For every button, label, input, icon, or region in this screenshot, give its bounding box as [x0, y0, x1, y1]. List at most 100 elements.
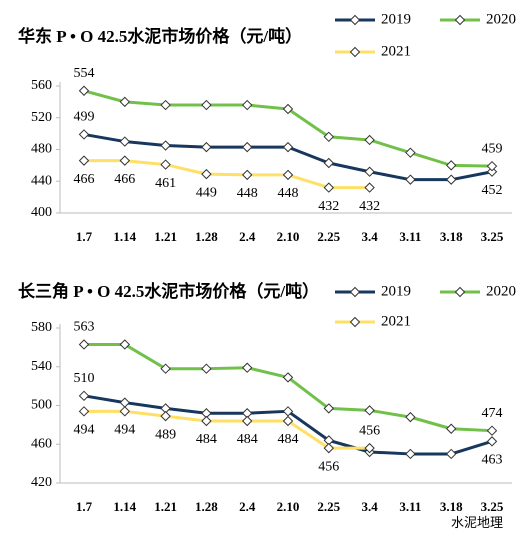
point-marker: [78, 85, 90, 96]
point-marker: [160, 410, 171, 422]
data-label: 484: [278, 432, 299, 447]
data-label: 466: [114, 172, 135, 187]
point-marker: [405, 147, 416, 158]
point-marker: [405, 448, 416, 460]
x-tick-label: 2.25: [317, 229, 340, 244]
legend-marker: [349, 316, 361, 328]
data-label: 452: [482, 183, 503, 198]
data-label: 448: [237, 186, 258, 201]
point-marker: [78, 155, 90, 166]
y-tick-label: 420: [31, 475, 52, 490]
series-line: [84, 159, 370, 190]
point-marker: [364, 134, 375, 146]
point-marker: [282, 103, 294, 115]
point-marker: [486, 425, 498, 436]
legend-marker: [454, 14, 466, 26]
legend-label: 2021: [381, 313, 411, 329]
x-tick-label: 2.10: [277, 499, 300, 514]
y-tick-label: 460: [31, 436, 52, 451]
data-label: 448: [278, 186, 299, 201]
point-marker: [201, 415, 212, 427]
y-tick-label: 500: [31, 398, 52, 413]
point-marker: [323, 157, 335, 169]
point-marker: [445, 174, 457, 185]
point-marker: [119, 406, 131, 417]
point-marker: [201, 141, 212, 153]
x-tick-label: 1.28: [195, 229, 218, 244]
point-marker: [119, 155, 131, 166]
x-tick-label: 2.4: [239, 499, 256, 514]
watermark: 水泥地理: [451, 515, 503, 530]
y-tick-label: 540: [31, 359, 52, 374]
legend-label: 2019: [381, 11, 411, 27]
x-tick-label: 2.4: [239, 229, 256, 244]
point-marker: [323, 131, 335, 143]
point-marker: [486, 166, 498, 177]
x-tick-label: 2.25: [317, 499, 340, 514]
data-label: 554: [74, 66, 95, 81]
point-marker: [282, 169, 294, 181]
legend-label: 2020: [486, 11, 516, 27]
point-marker: [282, 415, 294, 427]
x-tick-label: 3.25: [481, 229, 504, 244]
point-marker: [486, 436, 498, 447]
point-marker: [241, 141, 253, 153]
point-marker: [323, 442, 335, 454]
data-label: 499: [74, 110, 95, 125]
x-tick-label: 1.14: [113, 229, 136, 244]
point-marker: [119, 96, 131, 108]
data-label: 474: [482, 406, 503, 421]
data-label: 449: [196, 185, 217, 200]
legend-label: 2021: [381, 43, 411, 59]
y-tick-label: 560: [31, 78, 52, 93]
point-marker: [445, 160, 457, 171]
data-label: 461: [155, 176, 176, 191]
point-marker: [241, 362, 253, 373]
point-marker: [445, 423, 457, 434]
data-label: 563: [74, 320, 95, 335]
point-marker: [119, 136, 131, 147]
legend-marker: [349, 14, 361, 26]
point-marker: [282, 372, 294, 383]
point-marker: [201, 363, 212, 374]
point-marker: [78, 129, 90, 140]
series-line: [84, 409, 370, 450]
legend-label: 2020: [486, 283, 516, 299]
point-marker: [241, 99, 253, 111]
point-marker: [364, 442, 375, 454]
data-label: 463: [482, 453, 503, 468]
y-tick-label: 440: [31, 173, 52, 188]
point-marker: [119, 339, 131, 350]
point-marker: [405, 174, 416, 185]
data-label: 456: [318, 459, 339, 474]
x-tick-label: 3.18: [440, 229, 463, 244]
data-label: 484: [196, 432, 217, 447]
point-marker: [78, 406, 90, 417]
data-label: 432: [318, 199, 339, 214]
y-tick-label: 400: [31, 205, 52, 220]
point-marker: [364, 182, 375, 193]
point-marker: [160, 363, 171, 374]
data-label: 432: [359, 199, 380, 214]
data-label: 494: [114, 423, 135, 438]
legend-label: 2019: [381, 283, 411, 299]
x-tick-label: 1.28: [195, 499, 218, 514]
point-marker: [364, 405, 375, 416]
point-marker: [282, 141, 294, 153]
data-label: 494: [74, 423, 95, 438]
point-marker: [201, 99, 212, 111]
x-tick-label: 1.21: [154, 229, 177, 244]
point-marker: [241, 415, 253, 427]
data-label: 459: [482, 141, 503, 156]
point-marker: [364, 166, 375, 177]
point-marker: [160, 99, 171, 111]
x-tick-label: 1.14: [113, 499, 136, 514]
data-label: 484: [237, 432, 258, 447]
chart-title: 长三角 P • O 42.5水泥市场价格（元/吨）: [18, 281, 319, 301]
point-marker: [160, 159, 171, 170]
x-tick-label: 1.7: [76, 499, 93, 514]
chart-title: 华东 P • O 42.5水泥市场价格（元/吨）: [18, 26, 302, 46]
legend-marker: [454, 286, 466, 298]
